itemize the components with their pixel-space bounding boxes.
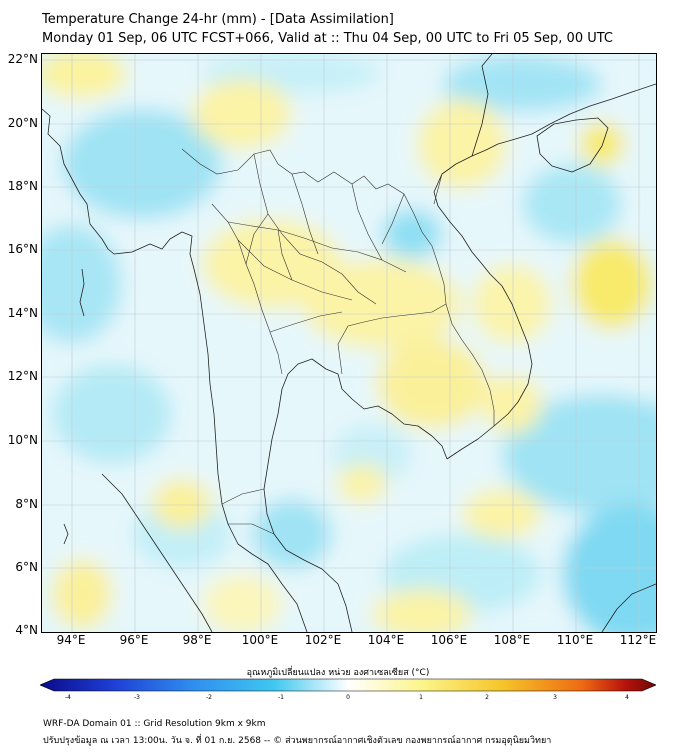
lat-label-20n: 20°N bbox=[7, 116, 38, 130]
colorbar-tick: 1 bbox=[419, 694, 423, 701]
lon-label-98e: 98°E bbox=[182, 633, 212, 647]
colorbar-tick: -4 bbox=[65, 694, 71, 701]
lat-label-18n: 18°N bbox=[7, 179, 38, 193]
lon-label-108e: 108°E bbox=[493, 633, 531, 647]
lat-label-4n: 4°N bbox=[15, 623, 38, 637]
map-field bbox=[42, 54, 656, 632]
footer-credit: ปรับปรุงข้อมูล ณ เวลา 13:00น. วัน จ. ที่… bbox=[43, 736, 552, 746]
lat-label-16n: 16°N bbox=[7, 242, 38, 256]
colorbar-tick: 0 bbox=[346, 694, 350, 701]
footer-model-info: WRF-DA Domain 01 :: Grid Resolution 9km … bbox=[43, 719, 266, 729]
lat-label-14n: 14°N bbox=[7, 306, 38, 320]
chart-title: Temperature Change 24-hr (mm) - [Data As… bbox=[42, 12, 394, 27]
map-panel[interactable] bbox=[41, 53, 657, 633]
lon-label-104e: 104°E bbox=[367, 633, 405, 647]
colorbar bbox=[40, 678, 656, 692]
lon-label-100e: 100°E bbox=[241, 633, 279, 647]
lat-label-6n: 6°N bbox=[15, 560, 38, 574]
lon-label-102e: 102°E bbox=[304, 633, 342, 647]
coastlines bbox=[42, 54, 656, 632]
lat-label-8n: 8°N bbox=[15, 497, 38, 511]
lon-label-106e: 106°E bbox=[430, 633, 468, 647]
colorbar-tick: -1 bbox=[278, 694, 284, 701]
graticule bbox=[42, 54, 656, 632]
lon-label-112e: 112°E bbox=[619, 633, 657, 647]
chart-subtitle: Monday 01 Sep, 06 UTC FCST+066, Valid at… bbox=[42, 31, 613, 46]
lat-label-12n: 12°N bbox=[7, 369, 38, 383]
colorbar-tick: -3 bbox=[134, 694, 140, 701]
colorbar-ramp bbox=[40, 678, 656, 692]
colorbar-title: อุณหภูมิเปลี่ยนแปลง หน่วย องศาเซลเซียส (… bbox=[246, 668, 430, 678]
colorbar-tick: 4 bbox=[625, 694, 629, 701]
colorbar-tick: 3 bbox=[553, 694, 557, 701]
lon-label-94e: 94°E bbox=[56, 633, 86, 647]
lat-label-10n: 10°N bbox=[7, 433, 38, 447]
borders bbox=[181, 148, 495, 535]
temperature-field bbox=[42, 54, 656, 632]
lon-label-110e: 110°E bbox=[556, 633, 594, 647]
lat-label-22n: 22°N bbox=[7, 52, 38, 66]
lon-label-96e: 96°E bbox=[119, 633, 149, 647]
colorbar-tick: -2 bbox=[206, 694, 212, 701]
colorbar-tick: 2 bbox=[485, 694, 489, 701]
